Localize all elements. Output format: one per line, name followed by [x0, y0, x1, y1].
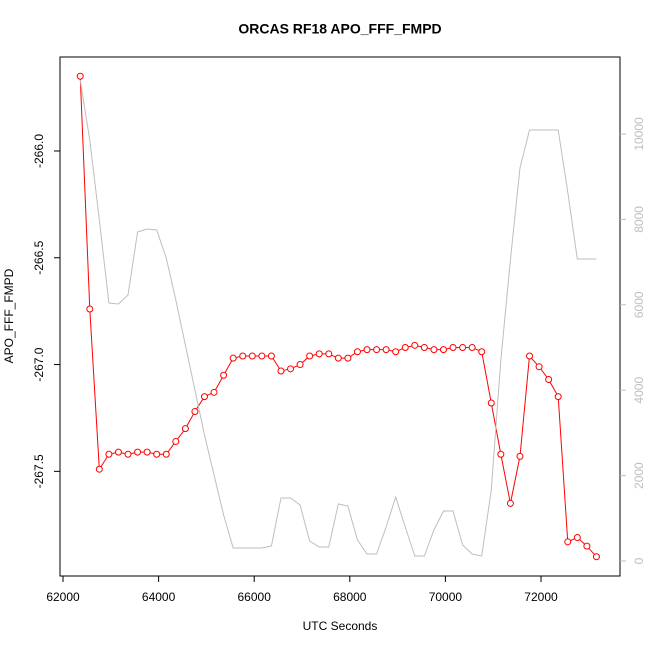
y2-tick-label: 8000: [632, 206, 646, 233]
point: [229, 354, 237, 362]
y2-tick-label: 0: [632, 557, 646, 564]
point: [449, 343, 457, 351]
point: [564, 538, 572, 546]
point: [516, 452, 524, 460]
point: [277, 367, 285, 375]
point: [592, 553, 600, 561]
point: [86, 305, 94, 313]
point: [248, 352, 256, 360]
x-tick-label: 62000: [46, 590, 80, 604]
point: [353, 348, 361, 356]
y2-tick-label: 6000: [632, 291, 646, 318]
point: [105, 450, 113, 458]
point: [239, 352, 247, 360]
point: [439, 346, 447, 354]
point: [325, 350, 333, 358]
point: [220, 371, 228, 379]
y-tick-label: -266.5: [32, 240, 46, 274]
point: [459, 343, 467, 351]
point: [124, 450, 132, 458]
point: [535, 363, 543, 371]
point: [306, 352, 314, 360]
point: [411, 341, 419, 349]
point: [573, 534, 581, 542]
point: [334, 354, 342, 362]
point: [583, 542, 591, 550]
point: [258, 352, 266, 360]
x-tick-label: 70000: [429, 590, 463, 604]
plot-box: [59, 56, 621, 577]
point: [392, 348, 400, 356]
point: [363, 346, 371, 354]
point: [497, 450, 505, 458]
point: [526, 352, 534, 360]
point: [487, 399, 495, 407]
point: [162, 450, 170, 458]
point: [200, 393, 208, 401]
point: [315, 350, 323, 358]
point: [420, 343, 428, 351]
y2-tick-label: 4000: [632, 377, 646, 404]
point: [267, 352, 275, 360]
point: [181, 425, 189, 433]
y2-tick-label: 10000: [632, 117, 646, 151]
point: [401, 343, 409, 351]
point: [468, 343, 476, 351]
point: [143, 448, 151, 456]
point: [430, 346, 438, 354]
x-tick-label: 72000: [524, 590, 558, 604]
y-tick-label: -267.0: [32, 347, 46, 381]
point: [172, 437, 180, 445]
x-axis-label: UTC Seconds: [303, 619, 378, 633]
point: [545, 376, 553, 384]
point: [506, 499, 514, 507]
x-tick-label: 68000: [333, 590, 367, 604]
y-tick-label: -267.5: [32, 454, 46, 488]
point: [134, 448, 142, 456]
x-tick-label: 66000: [238, 590, 272, 604]
chart-title: ORCAS RF18 APO_FFF_FMPD: [238, 21, 441, 37]
series-line: [79, 76, 597, 558]
point: [344, 354, 352, 362]
series-line: [79, 79, 597, 557]
y-tick-label: -266.0: [32, 134, 46, 168]
point: [153, 450, 161, 458]
point: [95, 465, 103, 473]
y2-tick-label: 2000: [632, 462, 646, 489]
x-tick-label: 64000: [142, 590, 176, 604]
point: [114, 448, 122, 456]
point: [76, 72, 84, 80]
y-axis-label: APO_FFF_FMPD: [2, 268, 16, 363]
point: [373, 346, 381, 354]
point: [287, 365, 295, 373]
point: [296, 361, 304, 369]
point: [478, 348, 486, 356]
point: [554, 393, 562, 401]
point: [382, 346, 390, 354]
point: [191, 408, 199, 416]
point: [210, 388, 218, 396]
